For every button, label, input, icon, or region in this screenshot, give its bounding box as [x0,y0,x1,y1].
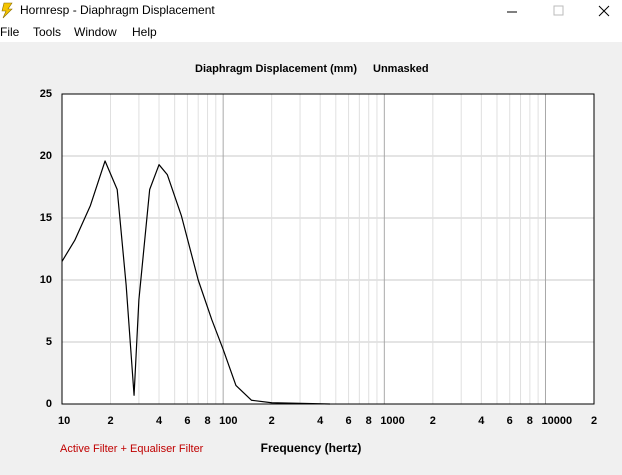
menu-item[interactable]: Tools [33,25,61,39]
maximize-button[interactable] [553,5,564,16]
menu-item[interactable]: File [0,25,20,39]
x-tick-label: 2 [591,415,597,427]
chart-title: Diaphragm Displacement (mm) [195,63,357,75]
grid: 0 5 10 15 20 25 10 2 4 6 8 100 2 4 6 8 1000 2 4 6 8 10000 2 [40,88,597,427]
y-tick-label: 25 [40,88,52,100]
menu-item[interactable]: Help [132,25,157,39]
x-tick-label: 10000 [541,415,572,427]
x-tick-label: 1000 [380,415,404,427]
marks [61,160,330,405]
y-tick-label: 0 [46,398,52,410]
y-tick-label: 20 [40,150,52,162]
x-tick-label: 6 [346,415,352,427]
x-tick-label: 4 [156,415,163,427]
menu-item[interactable]: Window [74,25,117,39]
y-tick-label: 10 [40,274,52,286]
x-tick-label: 8 [204,415,210,427]
close-button[interactable] [598,5,610,17]
x-tick-label: 100 [219,415,237,427]
y-tick-label: 5 [46,336,52,348]
x-axis-label: Frequency (hertz) [261,441,362,455]
x-tick-label: 2 [107,415,113,427]
x-tick-label: 8 [527,415,533,427]
title-bar [0,0,622,22]
window-title: Hornresp - Diaphragm Displacement [20,3,215,17]
app-icon [1,2,13,19]
chart-subtitle: Unmasked [373,63,429,75]
data-line [61,160,330,405]
x-tick-label: 10 [58,415,70,427]
x-tick-label: 6 [184,415,190,427]
y-tick-label: 15 [40,212,52,224]
plot-area [61,93,595,405]
x-tick-label: 8 [366,415,372,427]
x-tick-label: 2 [269,415,275,427]
filter-note: Active Filter + Equaliser Filter [60,443,204,455]
x-tick-label: 2 [430,415,436,427]
menu-bar [0,22,622,42]
x-tick-label: 4 [478,415,485,427]
x-tick-label: 6 [507,415,513,427]
x-tick-label: 4 [317,415,324,427]
